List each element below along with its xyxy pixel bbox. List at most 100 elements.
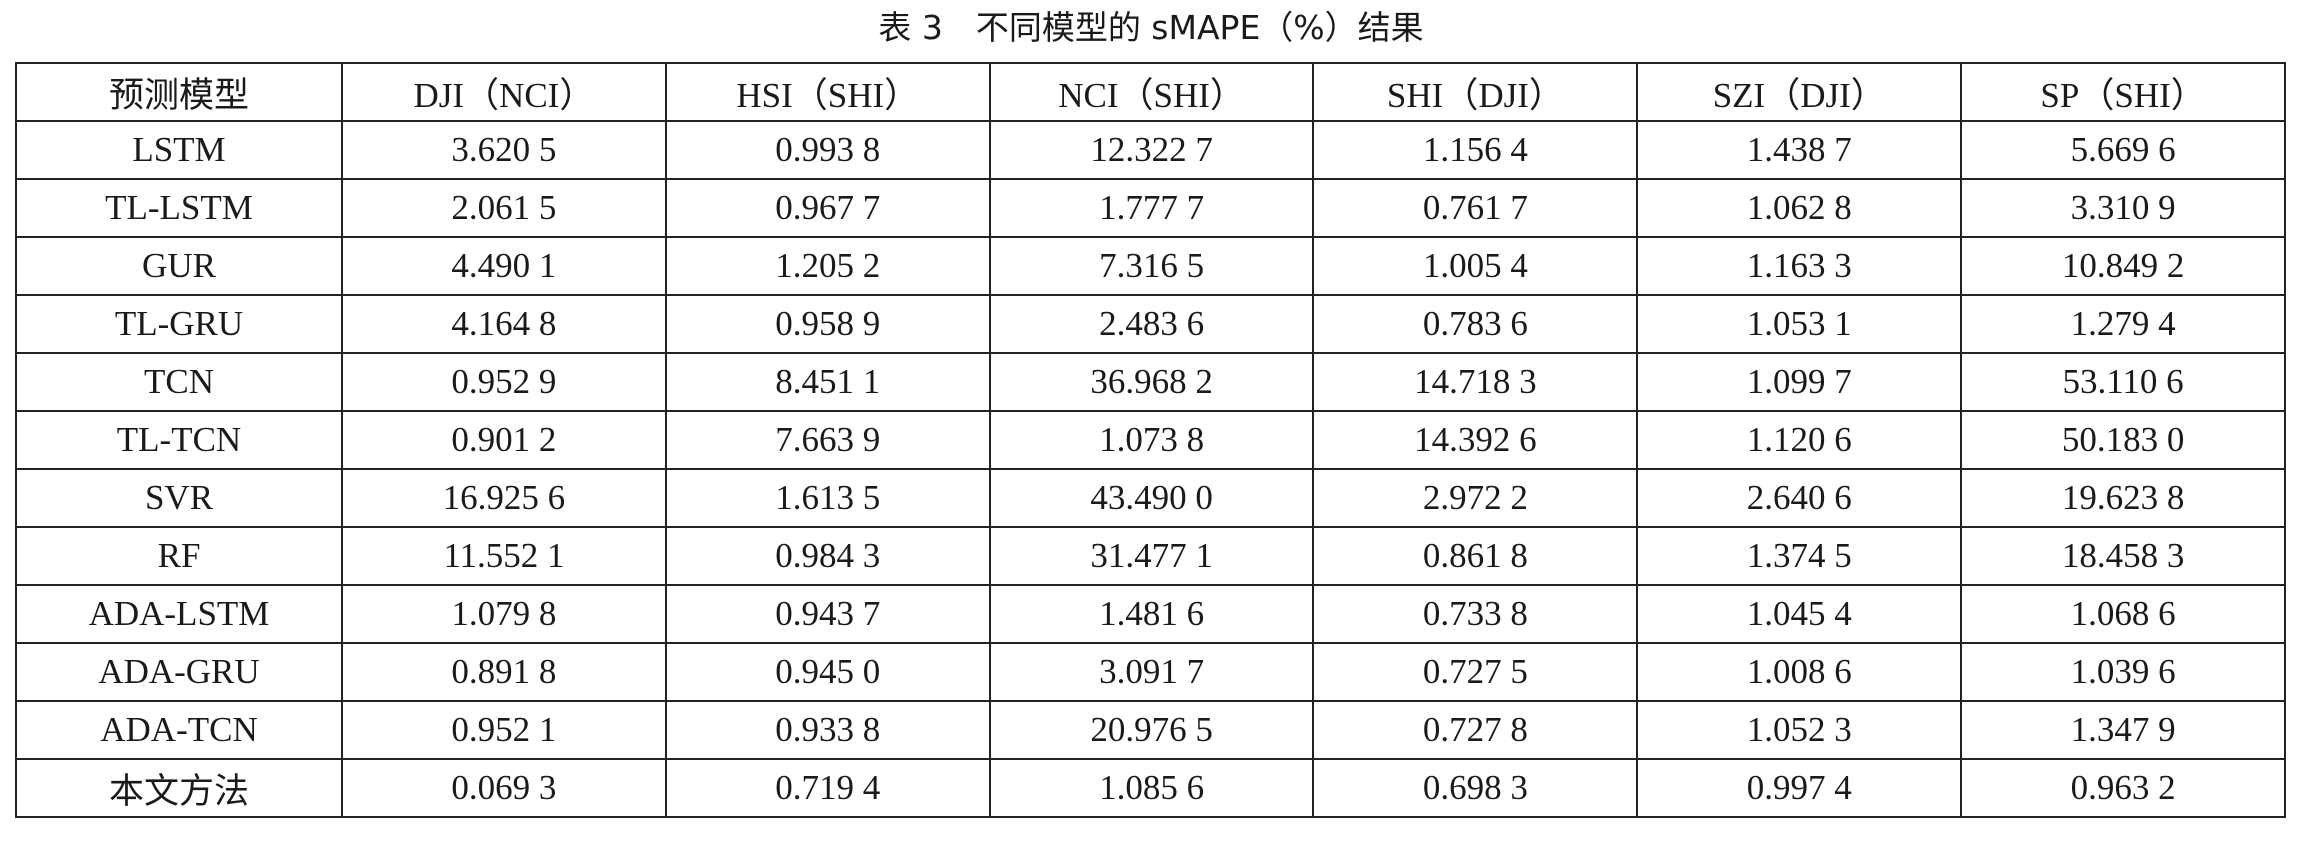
value-cell: 0.984 3 — [664, 526, 991, 586]
model-name-cell: ADA-GRU — [15, 642, 343, 702]
value-cell: 0.963 2 — [1960, 758, 2286, 818]
table-body: LSTM 3.620 5 0.993 8 12.322 7 1.156 4 1.438 7… — [15, 120, 2286, 818]
value-cell: 1.052 3 — [1636, 700, 1963, 760]
value-cell: 0.967 7 — [664, 178, 991, 238]
value-cell: 0.901 2 — [341, 410, 667, 470]
value-cell: 0.958 9 — [664, 294, 991, 354]
value-cell: 4.164 8 — [341, 294, 667, 354]
table-row: LSTM 3.620 5 0.993 8 12.322 7 1.156 4 1.438 7… — [15, 120, 2286, 180]
value-cell: 7.316 5 — [988, 236, 1315, 296]
table-row: GUR 4.490 1 1.205 2 7.316 5 1.005 4 1.163 3 10… — [15, 236, 2286, 296]
value-cell: 53.110 6 — [1960, 352, 2286, 412]
value-cell: 1.005 4 — [1312, 236, 1639, 296]
value-cell: 1.045 4 — [1636, 584, 1963, 644]
value-cell: 14.718 3 — [1312, 352, 1639, 412]
value-cell: 0.727 8 — [1312, 700, 1639, 760]
value-cell: 0.733 8 — [1312, 584, 1639, 644]
value-cell: 10.849 2 — [1960, 236, 2286, 296]
header-cell: SZI（DJI） — [1636, 62, 1963, 122]
table-row: TL-LSTM 2.061 5 0.967 7 1.777 7 0.761 7 1.062… — [15, 178, 2286, 238]
header-cell: 预测模型 — [15, 62, 343, 122]
value-cell: 0.698 3 — [1312, 758, 1639, 818]
value-cell: 0.997 4 — [1636, 758, 1963, 818]
table-title: 表 3 不同模型的 sMAPE（%）结果 — [878, 8, 1424, 47]
header-cell: HSI（SHI） — [664, 62, 991, 122]
header-cell: NCI（SHI） — [988, 62, 1315, 122]
value-cell: 1.156 4 — [1312, 120, 1639, 180]
model-name-cell: TL-GRU — [15, 294, 343, 354]
value-cell: 0.945 0 — [664, 642, 991, 702]
value-cell: 2.972 2 — [1312, 468, 1639, 528]
value-cell: 1.085 6 — [988, 758, 1315, 818]
value-cell: 0.933 8 — [664, 700, 991, 760]
value-cell: 20.976 5 — [988, 700, 1315, 760]
value-cell: 1.481 6 — [988, 584, 1315, 644]
value-cell: 1.062 8 — [1636, 178, 1963, 238]
model-name-cell: TL-TCN — [15, 410, 343, 470]
value-cell: 3.310 9 — [1960, 178, 2286, 238]
table-row: TL-TCN 0.901 2 7.663 9 1.073 8 14.392 6 1.120… — [15, 410, 2286, 470]
value-cell: 0.943 7 — [664, 584, 991, 644]
table-row: ADA-LSTM 1.079 8 0.943 7 1.481 6 0.733 8 1.04… — [15, 584, 2286, 644]
value-cell: 2.483 6 — [988, 294, 1315, 354]
value-cell: 36.968 2 — [988, 352, 1315, 412]
value-cell: 1.068 6 — [1960, 584, 2286, 644]
value-cell: 2.640 6 — [1636, 468, 1963, 528]
value-cell: 1.053 1 — [1636, 294, 1963, 354]
value-cell: 0.861 8 — [1312, 526, 1639, 586]
value-cell: 1.374 5 — [1636, 526, 1963, 586]
value-cell: 31.477 1 — [988, 526, 1315, 586]
value-cell: 1.099 7 — [1636, 352, 1963, 412]
model-name-cell: SVR — [15, 468, 343, 528]
value-cell: 7.663 9 — [664, 410, 991, 470]
value-cell: 1.777 7 — [988, 178, 1315, 238]
table-row: SVR 16.925 6 1.613 5 43.490 0 2.972 2 2.640 6… — [15, 468, 2286, 528]
header-cell: DJI（NCI） — [341, 62, 667, 122]
table-row: ADA-GRU 0.891 8 0.945 0 3.091 7 0.727 5 1.008… — [15, 642, 2286, 702]
header-cell: SP（SHI） — [1960, 62, 2286, 122]
value-cell: 1.073 8 — [988, 410, 1315, 470]
value-cell: 1.205 2 — [664, 236, 991, 296]
value-cell: 12.322 7 — [988, 120, 1315, 180]
value-cell: 3.091 7 — [988, 642, 1315, 702]
value-cell: 11.552 1 — [341, 526, 667, 586]
value-cell: 19.623 8 — [1960, 468, 2286, 528]
value-cell: 1.347 9 — [1960, 700, 2286, 760]
value-cell: 3.620 5 — [341, 120, 667, 180]
value-cell: 4.490 1 — [341, 236, 667, 296]
value-cell: 1.163 3 — [1636, 236, 1963, 296]
model-name-cell: TL-LSTM — [15, 178, 343, 238]
value-cell: 1.008 6 — [1636, 642, 1963, 702]
value-cell: 1.438 7 — [1636, 120, 1963, 180]
value-cell: 1.079 8 — [341, 584, 667, 644]
value-cell: 0.727 5 — [1312, 642, 1639, 702]
value-cell: 0.719 4 — [664, 758, 991, 818]
value-cell: 8.451 1 — [664, 352, 991, 412]
header-row: 预测模型 DJI（NCI） HSI（SHI） NCI（SHI） SHI（DJI） SZI（… — [15, 62, 2286, 122]
model-name-cell: ADA-LSTM — [15, 584, 343, 644]
value-cell: 1.613 5 — [664, 468, 991, 528]
value-cell: 1.120 6 — [1636, 410, 1963, 470]
value-cell: 5.669 6 — [1960, 120, 2286, 180]
value-cell: 18.458 3 — [1960, 526, 2286, 586]
value-cell: 16.925 6 — [341, 468, 667, 528]
value-cell: 0.783 6 — [1312, 294, 1639, 354]
value-cell: 50.183 0 — [1960, 410, 2286, 470]
value-cell: 1.279 4 — [1960, 294, 2286, 354]
results-table: 预测模型 DJI（NCI） HSI（SHI） NCI（SHI） SHI（DJI） SZI（… — [15, 62, 2286, 818]
table-row: ADA-TCN 0.952 1 0.933 8 20.976 5 0.727 8 1.05… — [15, 700, 2286, 760]
model-name-cell: 本文方法 — [15, 758, 343, 818]
model-name-cell: ADA-TCN — [15, 700, 343, 760]
model-name-cell: TCN — [15, 352, 343, 412]
model-name-cell: RF — [15, 526, 343, 586]
value-cell: 2.061 5 — [341, 178, 667, 238]
value-cell: 1.039 6 — [1960, 642, 2286, 702]
value-cell: 0.891 8 — [341, 642, 667, 702]
value-cell: 0.952 9 — [341, 352, 667, 412]
value-cell: 0.993 8 — [664, 120, 991, 180]
model-name-cell: LSTM — [15, 120, 343, 180]
value-cell: 0.069 3 — [341, 758, 667, 818]
